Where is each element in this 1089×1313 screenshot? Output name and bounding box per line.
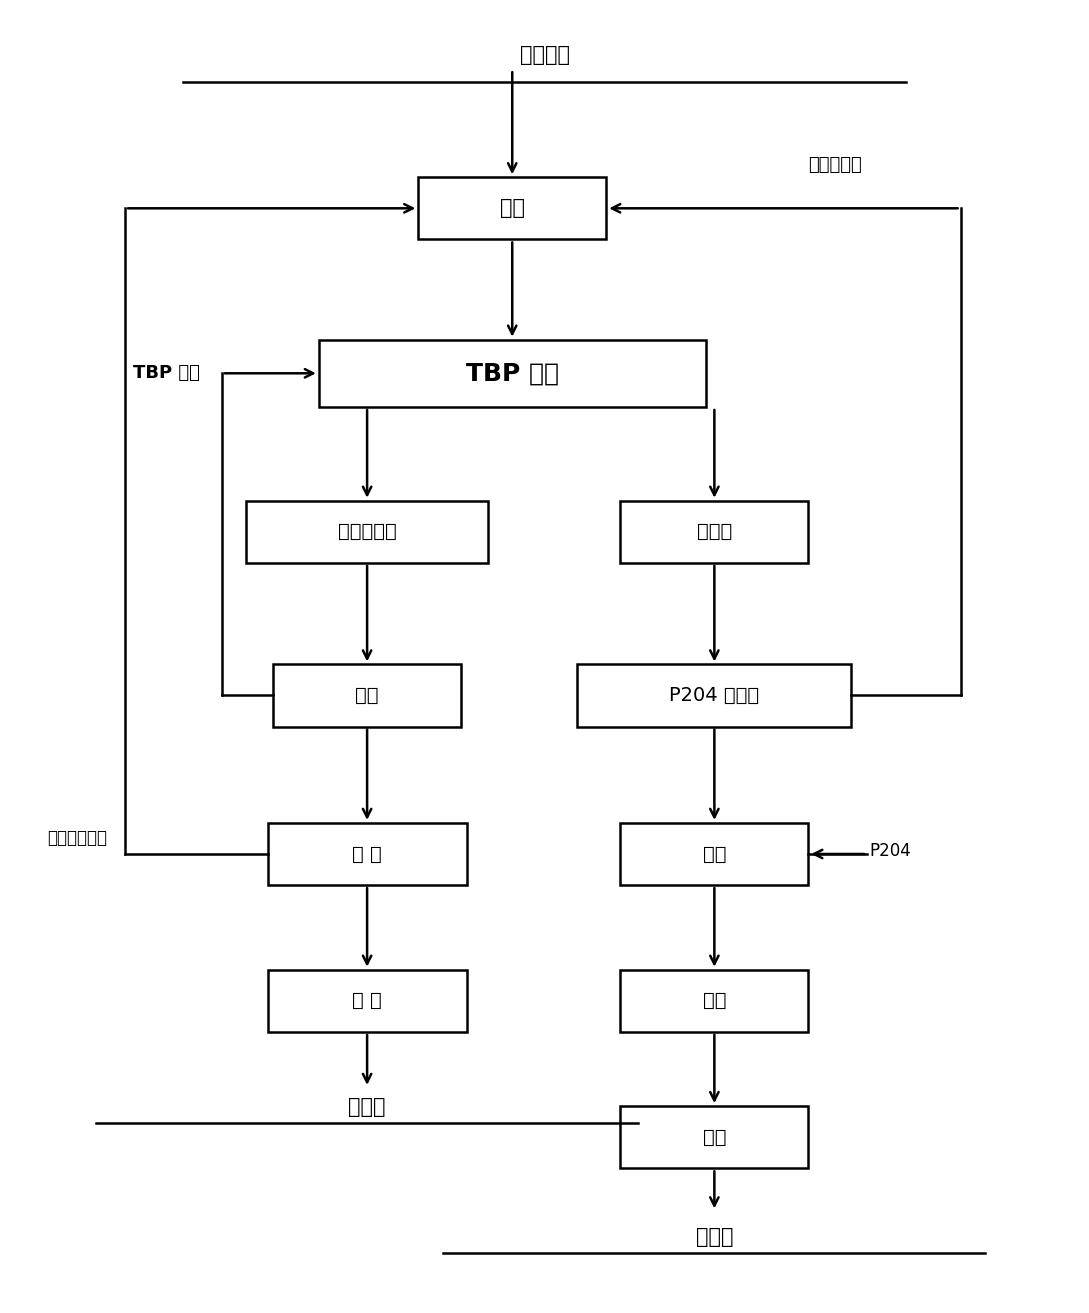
Bar [621, 1106, 808, 1169]
Text: 反萃: 反萃 [702, 844, 726, 864]
Bar [418, 177, 607, 239]
Bar [577, 664, 852, 726]
Bar [268, 823, 466, 885]
Text: 盐酸硝酸循环: 盐酸硝酸循环 [47, 830, 107, 847]
Text: P204: P204 [869, 843, 910, 860]
Text: 萃余液循环: 萃余液循环 [808, 156, 861, 175]
Text: 煅 烧: 煅 烧 [352, 991, 382, 1010]
Bar [246, 500, 488, 563]
Text: 煅烧: 煅烧 [702, 1128, 726, 1146]
Text: 水 解: 水 解 [352, 844, 382, 864]
Text: 氧化锆: 氧化锆 [348, 1098, 386, 1117]
Bar [621, 500, 808, 563]
Bar [273, 664, 461, 726]
Text: TBP 萃取: TBP 萃取 [466, 361, 559, 385]
Text: 母液: 母液 [500, 198, 525, 218]
Text: 负载有机相: 负载有机相 [338, 523, 396, 541]
Bar [319, 340, 706, 407]
Text: 反萃: 反萃 [355, 685, 379, 705]
Text: 氧化铪: 氧化铪 [696, 1228, 733, 1247]
Text: P204 富集铪: P204 富集铪 [670, 685, 759, 705]
Bar [621, 969, 808, 1032]
Bar [621, 823, 808, 885]
Text: 氧氯化锆: 氧氯化锆 [519, 46, 570, 66]
Text: 萃余液: 萃余液 [697, 523, 732, 541]
Text: TBP 循环: TBP 循环 [133, 364, 199, 382]
Bar [268, 969, 466, 1032]
Text: 水解: 水解 [702, 991, 726, 1010]
